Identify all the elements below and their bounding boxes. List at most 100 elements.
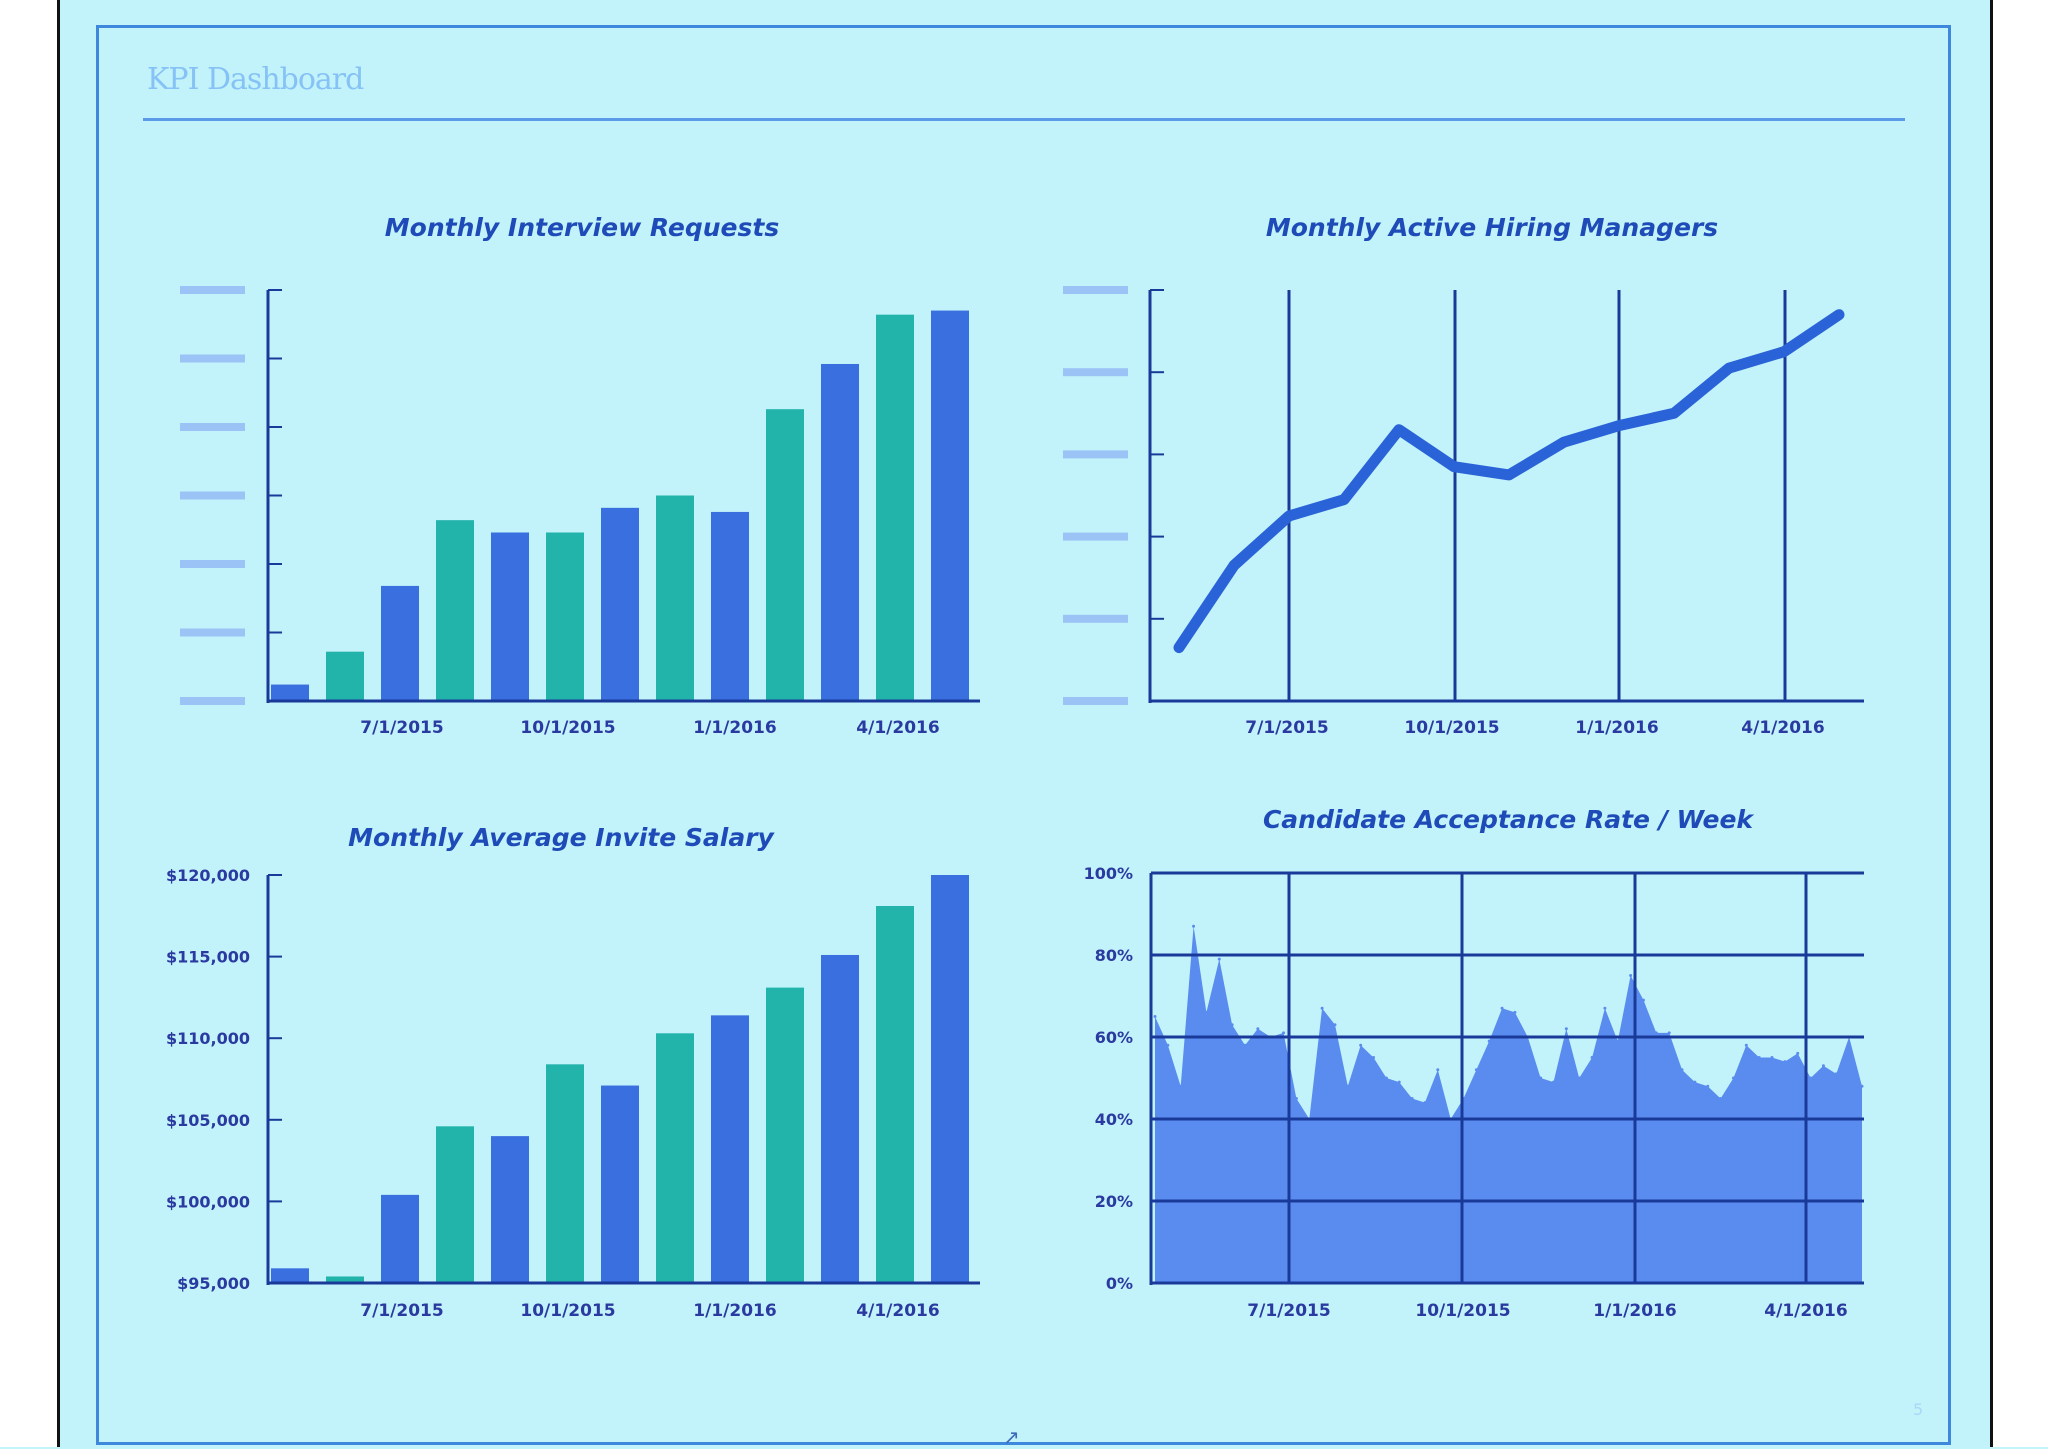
data-point bbox=[1757, 1056, 1761, 1059]
data-point bbox=[1394, 424, 1404, 435]
data-point bbox=[1744, 1043, 1748, 1047]
data-point bbox=[1153, 1015, 1157, 1018]
left-border-line bbox=[57, 0, 60, 1447]
data-point bbox=[1294, 1097, 1298, 1100]
y-tick-label-redacted bbox=[180, 354, 245, 363]
y-tick-label-redacted bbox=[1063, 286, 1128, 294]
y-tick-label: 20% bbox=[1095, 1192, 1133, 1211]
y-tick-label: $100,000 bbox=[166, 1192, 250, 1211]
x-tick-label: 1/1/2016 bbox=[1575, 718, 1658, 738]
y-tick-label: $115,000 bbox=[166, 948, 250, 967]
bar bbox=[326, 1276, 364, 1283]
y-tick-label-redacted bbox=[180, 628, 245, 637]
data-point bbox=[1809, 1076, 1813, 1080]
data-point bbox=[1487, 1039, 1491, 1043]
data-point bbox=[1284, 511, 1294, 522]
bar bbox=[601, 1085, 639, 1283]
data-point bbox=[1436, 1068, 1440, 1072]
data-point bbox=[1397, 1080, 1401, 1084]
data-point bbox=[1654, 1031, 1658, 1035]
y-tick-label-redacted bbox=[180, 560, 245, 568]
data-point bbox=[1217, 957, 1221, 961]
y-tick-label-redacted bbox=[1063, 697, 1128, 705]
x-tick-label: 1/1/2016 bbox=[693, 1301, 776, 1321]
x-tick-label: 7/1/2015 bbox=[360, 718, 443, 738]
data-point bbox=[1551, 1080, 1555, 1084]
slide-frame bbox=[96, 25, 1951, 1445]
data-point bbox=[1539, 1076, 1543, 1080]
page-turn-mark: ↗ bbox=[1003, 1425, 1020, 1449]
data-point bbox=[1770, 1056, 1774, 1059]
data-point bbox=[1282, 1031, 1286, 1035]
page-number: 5 bbox=[1913, 1400, 1924, 1419]
bar bbox=[931, 875, 969, 1283]
x-tick-label: 1/1/2016 bbox=[693, 718, 776, 738]
bar bbox=[436, 520, 474, 701]
x-tick-label: 10/1/2015 bbox=[520, 1301, 615, 1321]
y-tick-label: $95,000 bbox=[177, 1274, 250, 1293]
y-tick-label: 100% bbox=[1084, 864, 1133, 883]
data-point bbox=[1179, 1084, 1183, 1088]
data-point bbox=[1821, 1064, 1825, 1068]
y-tick-label-redacted bbox=[1063, 368, 1128, 377]
data-point bbox=[1230, 1023, 1234, 1027]
data-point bbox=[1783, 1060, 1787, 1064]
chart-candidate-acceptance-rate: Candidate Acceptance Rate / Week 100% 80% 6… bbox=[1084, 805, 1864, 1321]
data-point bbox=[1669, 408, 1679, 419]
bar bbox=[381, 585, 419, 701]
x-tick-label: 1/1/2016 bbox=[1593, 1301, 1676, 1321]
data-point bbox=[1500, 1006, 1504, 1010]
data-point bbox=[1641, 998, 1645, 1002]
y-tick-label-redacted bbox=[1063, 450, 1128, 459]
chart-title: Monthly Active Hiring Managers bbox=[1266, 213, 1718, 242]
chart-title: Candidate Acceptance Rate / Week bbox=[1263, 805, 1754, 834]
x-tick-label: 4/1/2016 bbox=[1741, 718, 1824, 738]
bar bbox=[601, 507, 639, 701]
y-tick-label-redacted bbox=[1063, 532, 1128, 541]
bar bbox=[821, 954, 859, 1283]
data-point bbox=[1629, 974, 1633, 977]
data-point bbox=[1667, 1031, 1671, 1035]
bar bbox=[546, 1064, 584, 1283]
data-point bbox=[1192, 924, 1196, 928]
x-tick-label: 10/1/2015 bbox=[1415, 1301, 1510, 1321]
bar bbox=[546, 532, 584, 701]
y-tick-label: $105,000 bbox=[166, 1111, 250, 1130]
data-point bbox=[1693, 1080, 1697, 1084]
series-area bbox=[1155, 926, 1862, 1283]
x-tick-label: 4/1/2016 bbox=[856, 718, 939, 738]
x-tick-label: 7/1/2015 bbox=[1245, 718, 1328, 738]
y-tick-label-redacted bbox=[180, 697, 245, 705]
x-tick-label: 4/1/2016 bbox=[1764, 1301, 1847, 1321]
bar bbox=[436, 1126, 474, 1283]
data-point bbox=[1559, 437, 1569, 448]
chart-title: Monthly Average Invite Salary bbox=[348, 823, 775, 852]
bar bbox=[711, 511, 749, 701]
y-tick-label-redacted bbox=[180, 423, 245, 431]
title-divider bbox=[143, 118, 1905, 121]
data-point bbox=[1372, 1056, 1376, 1059]
page-title: KPI Dashboard bbox=[147, 62, 364, 97]
y-tick-label-redacted bbox=[180, 491, 245, 500]
data-point bbox=[1174, 642, 1184, 653]
data-point bbox=[1359, 1043, 1363, 1047]
data-point bbox=[1339, 494, 1349, 505]
data-point bbox=[1423, 1101, 1427, 1105]
y-tick-label-redacted bbox=[1063, 614, 1128, 623]
x-tick-label: 7/1/2015 bbox=[360, 1301, 443, 1321]
data-point bbox=[1616, 1039, 1620, 1043]
data-point bbox=[1384, 1076, 1388, 1080]
data-point bbox=[1410, 1097, 1414, 1100]
bar bbox=[271, 684, 309, 701]
data-point bbox=[1860, 1084, 1864, 1088]
data-point bbox=[1680, 1068, 1684, 1072]
chart-interview-requests: Monthly Interview Requests 7/1/2015 10/1/2… bbox=[180, 213, 980, 738]
bar bbox=[766, 409, 804, 701]
data-point bbox=[1504, 469, 1514, 480]
x-tick-label: 7/1/2015 bbox=[1247, 1301, 1330, 1321]
data-point bbox=[1320, 1006, 1324, 1010]
data-point bbox=[1603, 1006, 1607, 1010]
bar bbox=[656, 1033, 694, 1283]
data-point bbox=[1779, 346, 1789, 357]
